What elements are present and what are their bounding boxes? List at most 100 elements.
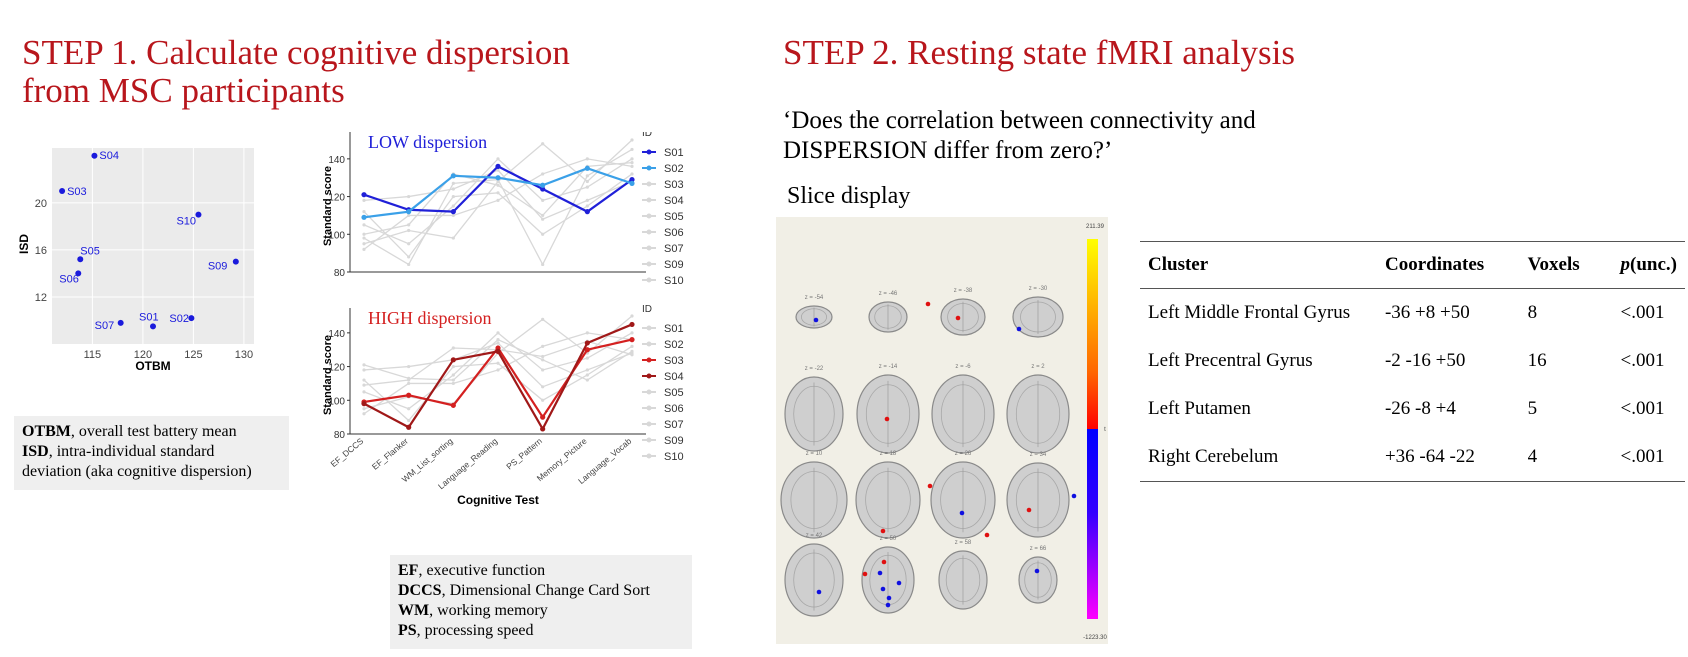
- series-point: [362, 247, 366, 251]
- series-point: [406, 392, 412, 398]
- series-point: [495, 175, 501, 181]
- isd-term: ISD: [22, 443, 49, 460]
- series-point: [496, 183, 500, 187]
- series-point: [361, 192, 367, 198]
- series-point: [496, 341, 500, 345]
- series-point: [362, 232, 366, 236]
- series-point: [585, 198, 589, 202]
- point-label: S05: [80, 245, 100, 257]
- series-point: [541, 358, 545, 362]
- series-point: [540, 186, 546, 192]
- y-axis-title: Standard score: [322, 335, 334, 415]
- legend-label: S03: [664, 355, 684, 367]
- slice-label: z = 26: [955, 451, 972, 457]
- series-point: [451, 181, 455, 185]
- series-point: [451, 187, 455, 191]
- header-p-italic: p: [1620, 254, 1631, 275]
- series-point: [585, 331, 589, 335]
- series-point: [541, 142, 545, 146]
- legend-key-point: [646, 165, 652, 171]
- series-point: [585, 368, 589, 372]
- legend-label: S10: [664, 275, 684, 287]
- activation-cluster: [880, 586, 886, 592]
- cell-coordinates: -26 -8 +4: [1384, 398, 1456, 419]
- series-point: [451, 364, 455, 369]
- cell-p: <.001: [1620, 350, 1665, 371]
- series-point: [406, 424, 412, 430]
- series-point: [362, 407, 366, 411]
- series-point: [584, 340, 590, 346]
- series-point: [361, 401, 367, 407]
- header-p: p(unc.): [1612, 241, 1685, 289]
- header-p-unc: (unc.): [1630, 254, 1677, 275]
- legend-key-point: [646, 453, 652, 459]
- series-point: [407, 407, 411, 411]
- slice-label: z = -30: [1029, 286, 1048, 292]
- series-point: [496, 368, 500, 372]
- otbm-def: , overall test battery mean: [70, 423, 237, 440]
- ef-def: , executive function: [418, 562, 546, 579]
- legend-label: S04: [664, 371, 684, 383]
- series-point: [629, 321, 635, 328]
- colorbar-axis-label: t: [1104, 427, 1106, 433]
- question-line1: ‘Does the correlation between connectivi…: [783, 107, 1256, 134]
- y-tick-label: 140: [328, 155, 345, 166]
- activation-cluster: [877, 570, 883, 576]
- header-cluster: Cluster: [1140, 241, 1377, 289]
- colorbar: [1087, 239, 1098, 619]
- legend-label: S04: [664, 195, 684, 207]
- series-point: [585, 185, 589, 189]
- x-tick-label: PS_Pattern: [504, 436, 544, 472]
- legend-title: ID: [642, 132, 652, 139]
- step2-title: STEP 2. Resting state fMRI analysis: [783, 33, 1296, 72]
- activation-cluster: [886, 595, 892, 601]
- abbreviation-box-tests: EF, executive function DCCS, Dimensional…: [390, 555, 692, 649]
- y-axis-title: ISD: [17, 234, 31, 254]
- series-point: [451, 346, 455, 350]
- legend-label: S02: [664, 339, 684, 351]
- data-point: [195, 211, 202, 218]
- legend-key-point: [646, 149, 652, 155]
- slice-label: z = 42: [806, 533, 823, 539]
- activation-cluster: [1026, 507, 1032, 513]
- x-axis-title: OTBM: [135, 359, 170, 373]
- header-coordinates: Coordinates: [1376, 241, 1520, 289]
- activation-cluster: [813, 317, 819, 323]
- series-point: [630, 147, 634, 152]
- series-point: [585, 157, 589, 161]
- point-label: S03: [67, 186, 87, 198]
- legend-key-point: [646, 181, 652, 187]
- legend-label: S02: [664, 163, 684, 175]
- series-point: [362, 390, 366, 394]
- activation-cluster: [885, 602, 891, 608]
- legend-key-point: [646, 389, 652, 395]
- slice-label: z = 2: [1031, 364, 1045, 370]
- dccs-def: , Dimensional Change Card Sort: [441, 582, 650, 599]
- cell-coordinates: +36 -64 -22: [1376, 433, 1520, 482]
- y-tick-label: 16: [35, 245, 47, 257]
- cell-p: <.001: [1620, 302, 1665, 323]
- series-point: [630, 314, 634, 318]
- legend-key-point: [646, 213, 652, 219]
- legend-key-point: [646, 341, 652, 347]
- series-point: [541, 262, 545, 267]
- series-point: [362, 242, 366, 246]
- activation-cluster: [959, 510, 965, 516]
- series-point: [362, 412, 366, 416]
- scatter-chart: 115 120 125 130 12 16 20 OTBM ISD S01 S02 S03 S04 S05…: [17, 148, 254, 373]
- series-point: [362, 223, 366, 227]
- series-point: [496, 361, 500, 365]
- activation-cluster: [881, 559, 887, 565]
- series-point: [407, 213, 411, 218]
- cell-voxels: 5: [1527, 398, 1538, 419]
- plot-background: [52, 148, 254, 344]
- cell-cluster: Left Middle Frontal Gyrus: [1148, 302, 1351, 323]
- step1-title: STEP 1. Calculate cognitive dispersion f…: [22, 34, 570, 110]
- series-point: [585, 204, 589, 208]
- series-line-s10: [363, 332, 633, 415]
- activation-cluster: [880, 528, 886, 534]
- legend-label: S09: [664, 259, 684, 271]
- series-point: [630, 172, 634, 176]
- activation-cluster: [862, 571, 868, 577]
- data-point: [232, 258, 239, 265]
